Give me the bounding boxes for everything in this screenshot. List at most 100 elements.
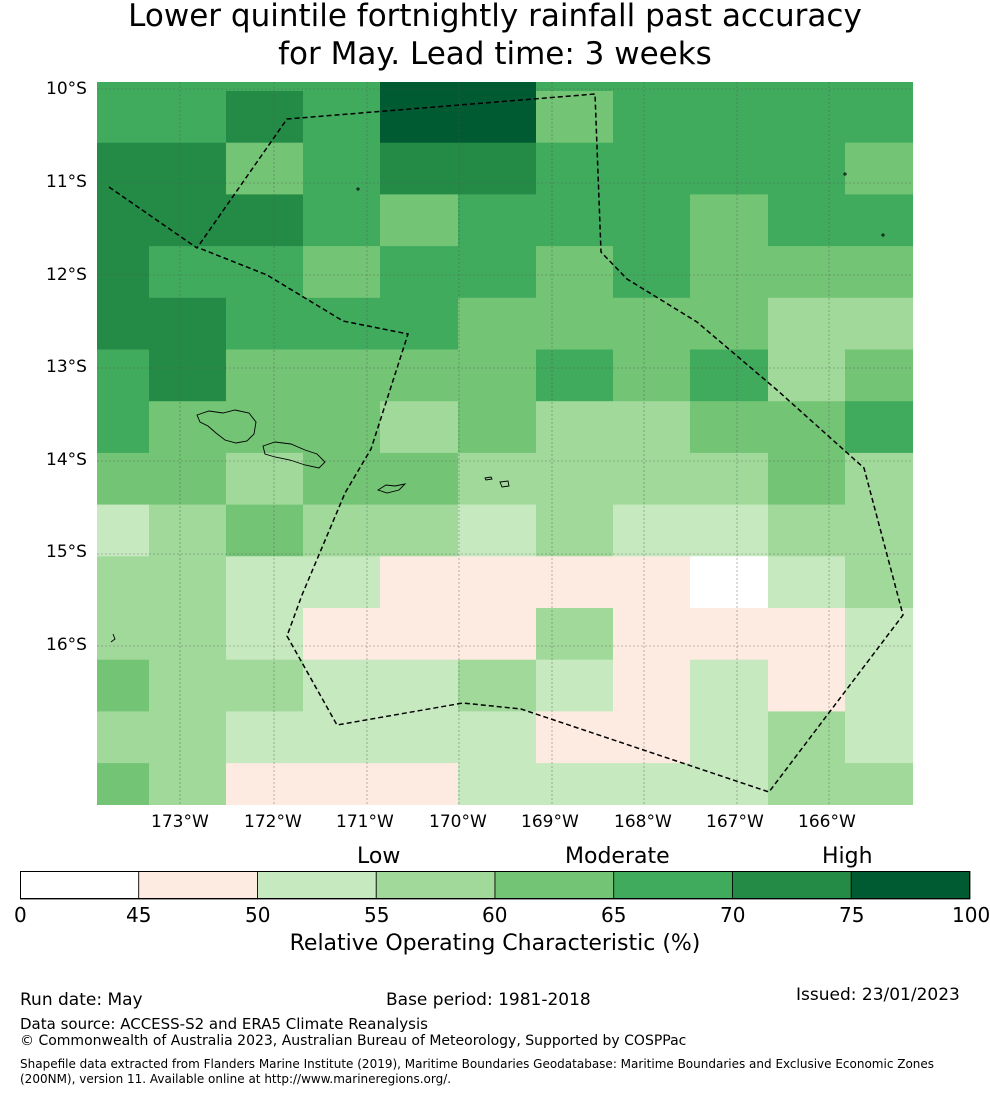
grid-cell [458,246,537,299]
grid-cell [149,349,227,402]
grid-cell [690,142,769,195]
grid-cell [303,91,381,144]
colorbar-tick-45: 45 [126,903,152,927]
legend-category-moderate: Moderate [565,844,670,869]
grid-cell [303,246,381,299]
grid-cell [613,246,691,299]
grid-cell [613,711,691,764]
grid-cell [149,504,227,557]
grid-cell [97,452,150,506]
grid-cell [613,556,691,609]
grid-cell [536,452,614,506]
grid-cell [613,91,691,144]
grid-cell [613,659,691,712]
grid-cell [845,659,913,712]
colorbar-tick-100: 100 [952,903,990,927]
grid-cell [845,246,913,299]
lat-label-11s: 11°S [46,172,87,192]
grid-cell [303,297,381,350]
atoll-11s-a [843,172,847,176]
grid-cell [380,82,459,92]
run-date: Run date: May [20,990,143,1010]
lat-label-12s: 12°S [46,265,87,285]
grid-cell [690,763,769,805]
grid-cell [768,82,846,92]
grid-cell [303,711,381,764]
grid-cell [613,194,691,247]
grid-cell [149,297,227,350]
grid-cell [380,246,459,299]
grid-cell [226,504,304,557]
grid-cell [226,401,304,454]
data-source: Data source: ACCESS-S2 and ERA5 Climate … [20,1015,428,1033]
grid-cell [226,91,304,144]
grid-cell [380,401,459,454]
colorbar-swatch [20,871,140,900]
shapefile-credit-line-2: (200NM), version 11. Available online at… [20,1072,452,1086]
lon-label-171w: 171°W [336,812,394,832]
western-islet [110,633,116,643]
grid-cell [97,763,150,805]
colorbar-swatch [494,871,615,900]
colorbar-tick-60: 60 [482,903,508,927]
grid-cell [690,608,769,661]
grid-cell [149,246,227,299]
lon-label-167w: 167°W [706,812,764,832]
grid-cell [845,452,913,506]
grid-cell [845,349,913,402]
colorbar-tick-0: 0 [14,903,27,927]
grid-cell [768,608,846,661]
grid-cell [690,659,769,712]
legend-category-high: High [822,844,873,869]
grid-cell [97,711,150,764]
grid-cell [536,659,614,712]
grid-cell [149,608,227,661]
savaii-island [196,409,257,444]
grid-cell [536,556,614,609]
grid-cell [613,452,691,506]
grid-cell [536,194,614,247]
figure-title-line-1: Lower quintile fortnightly rainfall past… [128,0,862,34]
grid-cell [226,659,304,712]
grid-cell [768,142,846,195]
grid-cell [149,763,227,805]
lat-label-16s: 16°S [46,635,87,655]
grid-cell [303,349,381,402]
grid-cell [97,194,150,247]
grid-cell [380,504,459,557]
grid-cell [149,452,227,506]
grid-cell [149,194,227,247]
grid-cell [690,194,769,247]
grid-cell [768,246,846,299]
rainfall-accuracy-map [97,82,913,805]
grid-cell [768,297,846,350]
grid-cell [226,452,304,506]
swains-island [356,187,360,191]
lon-label-170w: 170°W [429,812,487,832]
grid-cell [149,711,227,764]
grid-cell [303,452,381,506]
colorbar-swatch [850,871,971,900]
grid-cell [845,142,913,195]
grid-cell [303,763,381,805]
legend-category-low: Low [357,844,401,869]
grid-cell [613,142,691,195]
grid-cell [380,556,459,609]
base-period: Base period: 1981-2018 [386,990,591,1010]
grid-cell [845,91,913,144]
figure-title-line-2: for May. Lead time: 3 weeks [278,36,712,72]
grid-cell [536,763,614,805]
grid-cell [768,711,846,764]
grid-cell [690,349,769,402]
grid-cell [613,401,691,454]
grid-cell [845,711,913,764]
grid-cell [536,142,614,195]
grid-cell [536,608,614,661]
grid-cell [458,504,537,557]
lon-label-173w: 173°W [151,812,209,832]
grid-cell [458,91,537,144]
grid-cell [303,401,381,454]
grid-cell [97,246,150,299]
grid-cell [380,349,459,402]
eez-boundary [108,93,904,793]
